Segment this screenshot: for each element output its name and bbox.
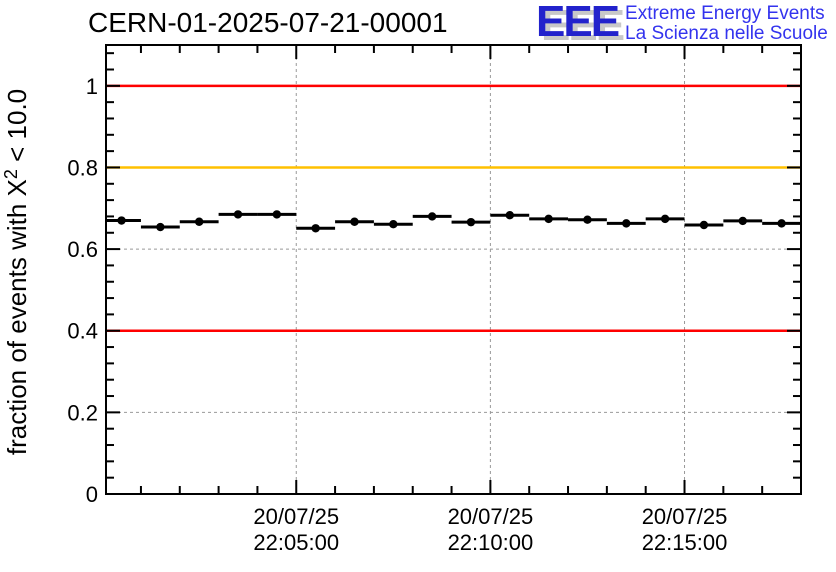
data-point-marker — [466, 217, 476, 227]
x-tick-label-date: 20/07/25 — [642, 504, 728, 529]
x-tick-label-time: 22:15:00 — [642, 530, 728, 555]
data-point-marker — [622, 219, 631, 228]
data-point-marker — [544, 214, 553, 224]
y-axis-title: fraction of events with X2 < 10.0 — [1, 89, 32, 455]
plot-frame — [105, 44, 802, 495]
data-point-marker — [156, 222, 165, 232]
data-point-marker — [311, 224, 320, 233]
eee-logo-tagline-2: La Scienza nelle Scuole — [625, 23, 828, 44]
eee-logo: EEE Extreme Energy Events La Scienza nel… — [536, 0, 828, 46]
y-tick-label: 0 — [86, 482, 98, 507]
data-series-layer — [106, 210, 801, 233]
y-tick-label: 0.6 — [67, 237, 98, 262]
plot-frame-layer — [105, 44, 802, 495]
x-tick-label-date: 20/07/25 — [253, 504, 339, 529]
data-point-marker — [583, 215, 592, 224]
axis-labels-layer: 00.20.40.60.8120/07/2522:05:0020/07/2522… — [67, 74, 727, 555]
chart-title: CERN-01-2025-07-21-00001 — [88, 7, 448, 38]
data-point-marker — [350, 217, 359, 226]
axis-ticks-layer — [106, 45, 801, 494]
y-tick-label: 0.2 — [67, 400, 98, 425]
y-tick-label: 0.4 — [67, 319, 98, 344]
data-point-marker — [699, 220, 709, 230]
data-point-marker — [738, 216, 747, 226]
x-tick-label-time: 22:10:00 — [448, 530, 534, 555]
x-tick-label-date: 20/07/25 — [448, 504, 534, 529]
data-point-marker — [117, 216, 126, 225]
data-point-marker — [272, 210, 282, 219]
data-point-marker — [389, 219, 398, 229]
data-point-marker — [233, 210, 243, 219]
data-point-marker — [777, 219, 786, 228]
reference-lines-layer — [106, 84, 801, 332]
data-point-marker — [660, 214, 670, 224]
data-point-marker — [505, 211, 514, 220]
eee-logo-taglines: Extreme Energy Events La Scienza nelle S… — [625, 4, 828, 44]
x-tick-label-time: 22:05:00 — [253, 530, 339, 555]
y-tick-label: 0.8 — [67, 155, 98, 180]
y-tick-label: 1 — [86, 74, 98, 99]
data-point-marker — [427, 212, 437, 221]
eee-logo-tagline-1: Extreme Energy Events — [625, 3, 825, 24]
eee-logo-acronym: EEE — [536, 0, 620, 46]
grid-layer — [106, 45, 801, 494]
data-point-marker — [194, 217, 204, 226]
